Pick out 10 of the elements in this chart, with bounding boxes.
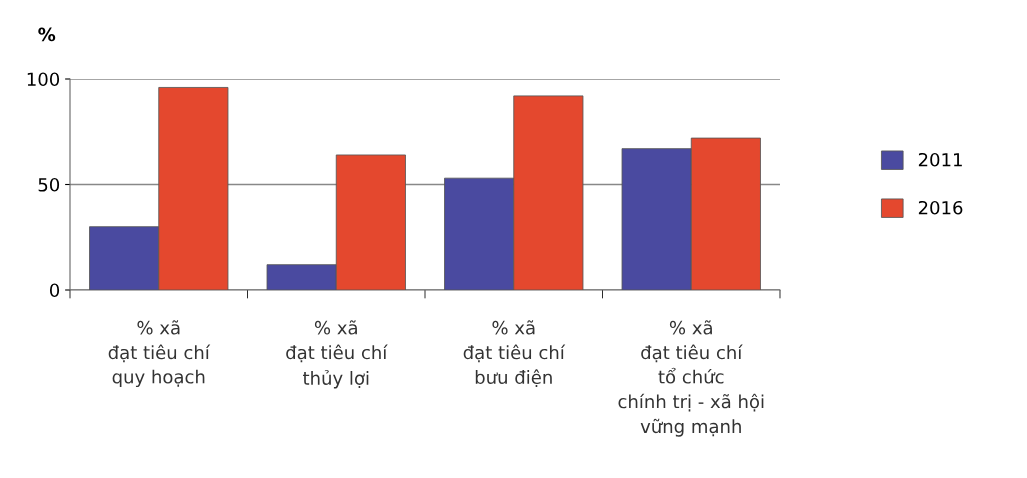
x-tick-label: % xã đạt tiêu chí bưu điện	[463, 320, 566, 388]
y-tick-label: 50	[38, 177, 60, 192]
y-tick-label: 0	[49, 283, 60, 298]
x-tick-label: % xã đạt tiêu chí quy hoạch	[108, 320, 211, 388]
x-tick-label: % xã đạt tiêu chí thủy lợi	[286, 320, 388, 389]
y-axis-title: %	[38, 27, 56, 42]
x-tick-label: % xã đạt tiêu chí tổ chức chính trị - xã hội vững mạnh	[618, 320, 764, 437]
legend-label: 2011	[918, 152, 962, 167]
y-tick-label: 100	[27, 72, 60, 87]
legend-label: 2016	[918, 200, 963, 215]
